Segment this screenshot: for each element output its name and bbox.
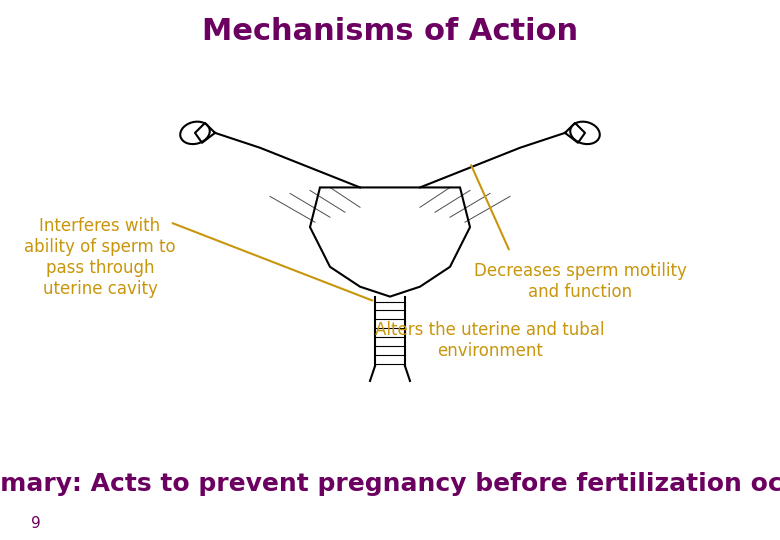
Text: Interferes with
ability of sperm to
pass through
uterine cavity: Interferes with ability of sperm to pass…	[24, 217, 176, 298]
Text: Summary: Acts to prevent pregnancy before fertilization occurs: Summary: Acts to prevent pregnancy befor…	[0, 472, 780, 496]
Text: Alters the uterine and tubal
environment: Alters the uterine and tubal environment	[375, 321, 604, 360]
Text: 9: 9	[31, 516, 41, 531]
Text: Decreases sperm motility
and function: Decreases sperm motility and function	[473, 262, 686, 301]
Text: Mechanisms of Action: Mechanisms of Action	[202, 17, 578, 46]
